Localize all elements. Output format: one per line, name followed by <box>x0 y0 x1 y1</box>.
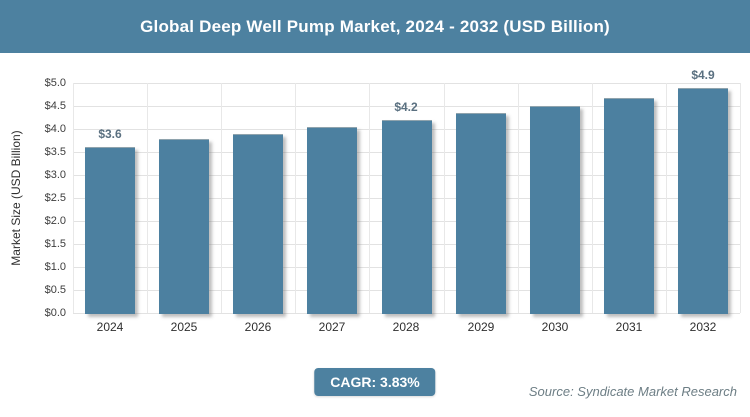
y-tick-label: $4.5 <box>44 100 66 112</box>
x-tick-label: 2026 <box>244 320 272 334</box>
y-tick-label: $5.0 <box>44 77 66 89</box>
gridline-vertical <box>221 83 222 313</box>
gridline-vertical <box>518 83 519 313</box>
plot-area: $3.6 $4.2 $4.9 <box>73 68 741 314</box>
x-tick-label: 2028 <box>392 320 420 334</box>
y-tick-label: $0.5 <box>44 284 66 296</box>
bar-value-label: $4.2 <box>394 100 418 114</box>
bar-2028 <box>382 120 432 314</box>
x-tick-label: 2025 <box>170 320 198 334</box>
chart-title: Global Deep Well Pump Market, 2024 - 203… <box>140 16 610 36</box>
bar-2024 <box>85 147 135 314</box>
source-text: Source: Syndicate Market Research <box>528 384 737 399</box>
bar-value-label: $4.9 <box>691 68 715 82</box>
bar-2031 <box>604 98 654 314</box>
gridline-vertical <box>740 83 741 313</box>
chart-title-bar: Global Deep Well Pump Market, 2024 - 203… <box>0 0 750 53</box>
y-tick-label: $3.5 <box>44 146 66 158</box>
y-tick-label: $4.0 <box>44 123 66 135</box>
y-axis-labels: $0.0 $0.5 $1.0 $1.5 $2.0 $2.5 $3.0 $3.5 $4.0 $4.5… <box>0 77 66 319</box>
x-tick-label: 2031 <box>615 320 643 334</box>
bar-2027 <box>307 127 357 314</box>
y-tick-label: $3.0 <box>44 169 66 181</box>
gridline-vertical <box>147 83 148 313</box>
x-tick-label: 2024 <box>96 320 124 334</box>
x-axis-labels: 2024 2025 2026 2027 2028 2029 2030 2031 2032 <box>73 320 740 338</box>
y-tick-label: $2.5 <box>44 192 66 204</box>
bar-2030 <box>530 106 580 314</box>
cagr-badge: CAGR: 3.83% <box>314 368 436 396</box>
gridline-vertical <box>592 83 593 313</box>
bar-2025 <box>159 139 209 314</box>
cagr-label: CAGR: 3.83% <box>330 374 420 390</box>
gridline-vertical <box>369 83 370 313</box>
bar-2029 <box>456 113 506 314</box>
y-tick-label: $0.0 <box>44 307 66 319</box>
x-tick-label: 2027 <box>318 320 346 334</box>
gridline-horizontal <box>73 106 740 107</box>
gridline-vertical <box>295 83 296 313</box>
y-tick-label: $1.0 <box>44 261 66 273</box>
bar-2026 <box>233 134 283 314</box>
bar-value-label: $3.6 <box>98 127 122 141</box>
gridline-vertical <box>444 83 445 313</box>
y-tick-label: $1.5 <box>44 238 66 250</box>
y-tick-label: $2.0 <box>44 215 66 227</box>
bar-2032 <box>678 88 728 314</box>
x-tick-label: 2032 <box>689 320 717 334</box>
x-tick-label: 2029 <box>467 320 495 334</box>
gridline-vertical <box>73 83 74 313</box>
x-tick-label: 2030 <box>541 320 569 334</box>
gridline-vertical <box>666 83 667 313</box>
gridline-horizontal <box>73 83 740 84</box>
